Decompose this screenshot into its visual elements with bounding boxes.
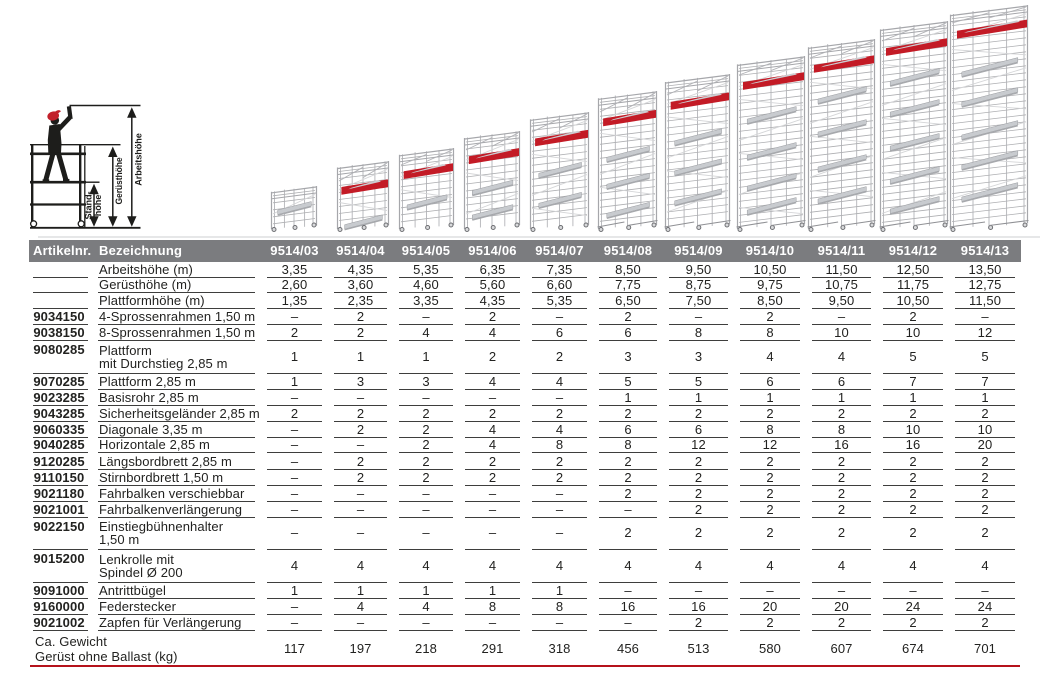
svg-text:Arbeitshöhe: Arbeitshöhe [134,133,144,186]
svg-text:Gerüsthöhe: Gerüsthöhe [114,158,124,205]
svg-text:höhe: höhe [93,195,103,217]
svg-text:Stand-: Stand- [84,191,94,219]
